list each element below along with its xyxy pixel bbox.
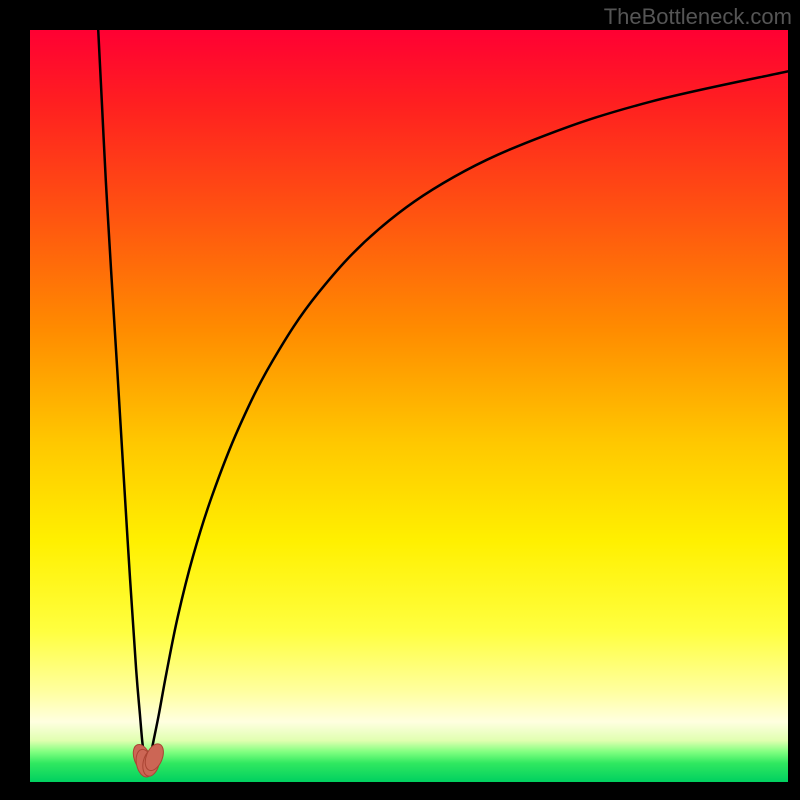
watermark-text: TheBottleneck.com [604,4,792,30]
bottleneck-chart: TheBottleneck.com [0,0,800,800]
chart-svg [0,0,800,800]
